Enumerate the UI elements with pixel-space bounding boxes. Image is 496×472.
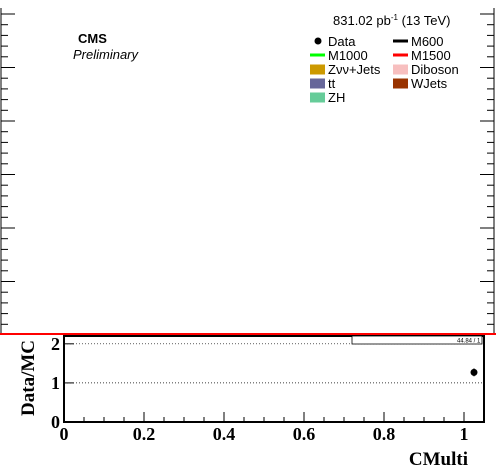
y-axis-title: Data/MC [18,340,39,416]
ratio-y-tick-label: 2 [51,334,60,354]
ratio-x-tick-label: 0.6 [293,424,316,444]
legend-label: Data [328,34,356,49]
ratio-points [471,368,478,376]
legend-label: Diboson [411,62,459,77]
legend-marker-box [310,93,325,103]
ratio-x-ticks: 0 0.2 0.4 0.6 0.8 1 [60,412,469,444]
ratio-y-ticks: 0 1 2 [51,334,74,432]
legend-label: WJets [411,76,448,91]
ratio-x-tick-label: 0.2 [133,424,156,444]
legend-label: M1500 [411,48,451,63]
ratio-x-tick-label: 1 [460,424,469,444]
x-axis-title: CMulti [409,449,468,470]
ratio-x-tick-label: 0.4 [213,424,236,444]
legend-label: tt [328,76,336,91]
legend-marker-point [315,38,322,45]
fit-info-label: 44.84 / 1 [457,339,481,345]
ratio-x-tick-label: 0 [60,424,69,444]
legend-marker-box [393,65,408,75]
ratio-y-tick-label: 0 [51,412,60,432]
legend-marker-box [393,79,408,89]
upper-y-ticks-left [1,14,15,324]
legend: Data M600 M1000 M1500 Zνν+Jets Diboson tt WJets… [310,34,459,105]
legend-label: Zνν+Jets [328,62,381,77]
lumi-label: 831.02 pb-1 (13 TeV) [333,13,450,28]
ratio-data-point [471,369,478,376]
status-label: Preliminary [73,47,140,62]
legend-marker-box [310,79,325,89]
ratio-reference-lines [64,344,484,383]
ratio-x-tick-label: 0.8 [373,424,396,444]
upper-y-ticks-right [480,14,494,324]
legend-label: ZH [328,90,345,105]
legend-label: M600 [411,34,444,49]
ratio-frame [64,336,484,422]
ratio-y-tick-label: 1 [51,373,60,393]
legend-marker-box [310,65,325,75]
legend-label: M1000 [328,48,368,63]
experiment-label: CMS [78,31,107,46]
